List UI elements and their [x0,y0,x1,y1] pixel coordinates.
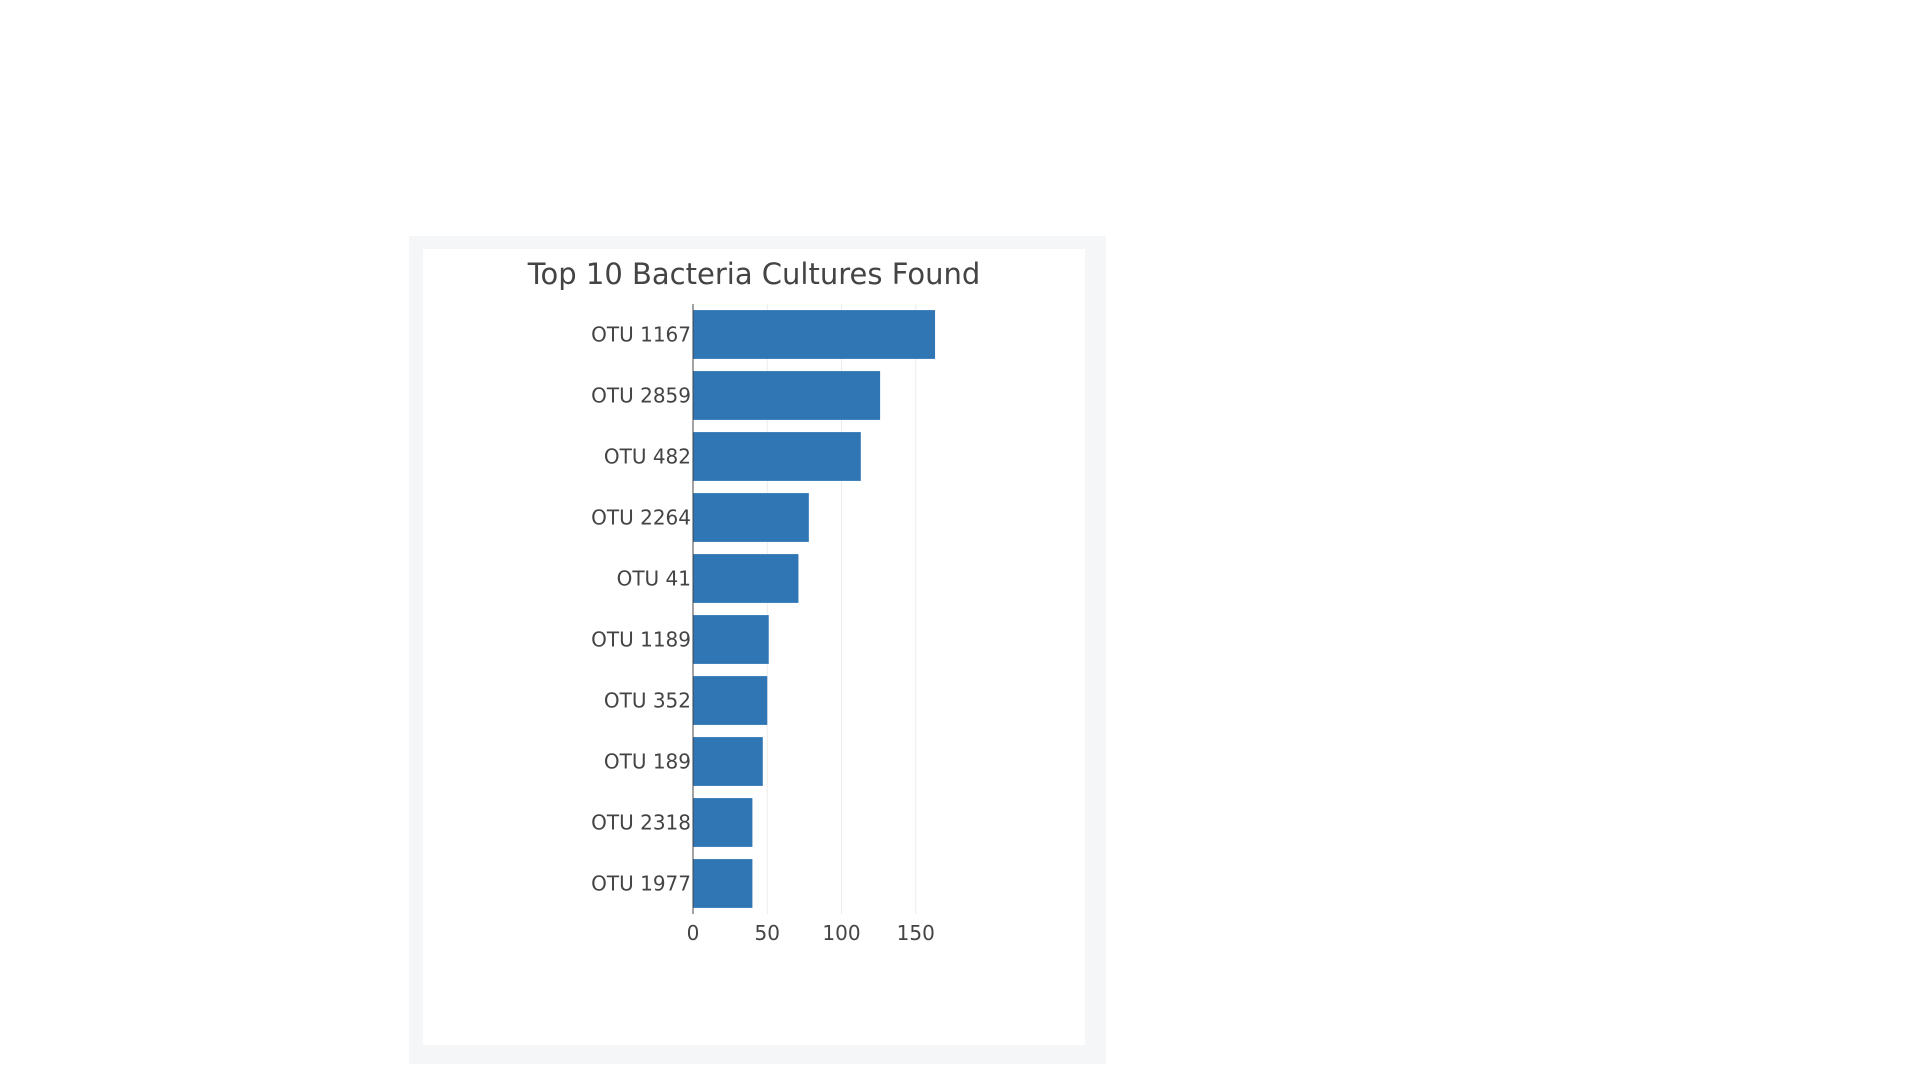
bar-otu-352[interactable] [693,676,768,725]
bar-otu-2264[interactable] [693,493,809,542]
chart-title: Top 10 Bacteria Cultures Found [527,257,981,291]
y-tick-label: OTU 41 [617,567,691,591]
bar-otu-41[interactable] [693,554,799,603]
y-tick-label: OTU 1977 [591,872,691,896]
bars [693,310,936,908]
bar-otu-189[interactable] [693,737,763,786]
bar-otu-2318[interactable] [693,798,753,847]
bar-otu-482[interactable] [693,432,861,481]
y-tick-label: OTU 352 [604,689,691,713]
y-tick-label: OTU 189 [604,750,691,774]
x-tick-label: 100 [822,921,860,945]
axes: OTU 1167 OTU 2859 OTU 482 OTU 2264 OTU 41 OTU… [591,304,935,945]
y-tick-label: OTU 1167 [591,323,691,347]
bar-otu-2859[interactable] [693,371,881,420]
bar-chart: OTU 1167 OTU 2859 OTU 482 OTU 2264 OTU 41 OTU… [527,257,981,945]
x-tick-label: 0 [687,921,700,945]
y-tick-label: OTU 2859 [591,384,691,408]
bar-otu-1977[interactable] [693,859,753,908]
y-tick-label: OTU 482 [604,445,691,469]
x-tick-label: 150 [897,921,935,945]
chart-well: OTU 1167 OTU 2859 OTU 482 OTU 2264 OTU 41 OTU… [409,236,1106,1064]
x-tick-label: 50 [755,921,780,945]
chart-panel: OTU 1167 OTU 2859 OTU 482 OTU 2264 OTU 41 OTU… [423,249,1085,1045]
y-tick-label: OTU 2264 [591,506,691,530]
bar-otu-1189[interactable] [693,615,769,664]
y-tick-label: OTU 2318 [591,811,691,835]
y-tick-label: OTU 1189 [591,628,691,652]
bar-otu-1167[interactable] [693,310,936,359]
